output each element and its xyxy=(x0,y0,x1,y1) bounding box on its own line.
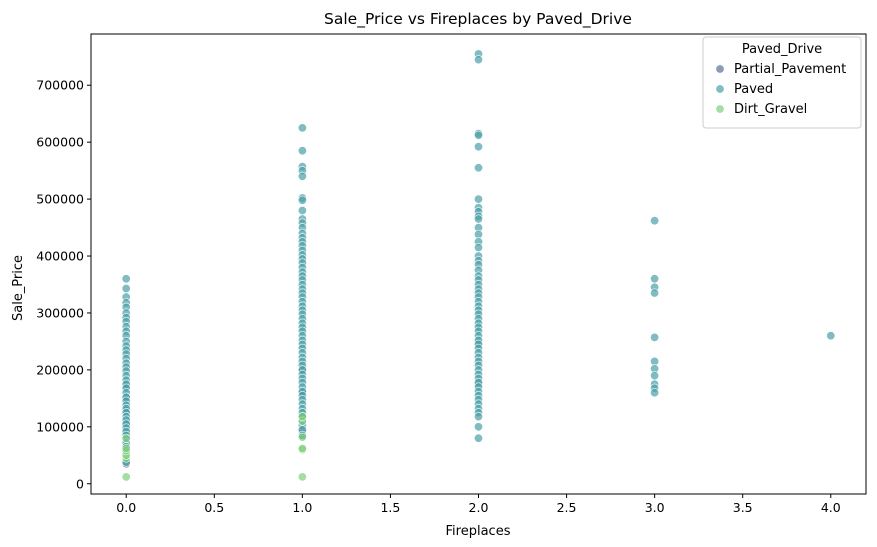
x-axis: 0.0 0.5 1.0 1.5 2.0 2.5 3.0 3.5 4.0 xyxy=(116,494,841,515)
legend-marker-0 xyxy=(715,64,725,74)
point-paved-152 xyxy=(473,422,483,432)
point-paved-103 xyxy=(473,142,483,152)
point-dirt-gravel-8 xyxy=(297,443,307,453)
x-tick-label-3: 1.5 xyxy=(380,500,400,515)
point-dirt-gravel-5 xyxy=(121,433,131,443)
point-paved-164 xyxy=(650,388,660,398)
scatter-marks xyxy=(121,49,836,482)
legend: Paved_Drive Partial_Pavement Paved Dirt_Gr… xyxy=(702,36,862,129)
point-paved-155 xyxy=(650,274,660,284)
y-tick-label-0: 0 xyxy=(76,476,84,491)
x-tick-label-6: 3.0 xyxy=(645,500,665,515)
y-tick-label-2: 200000 xyxy=(36,362,84,377)
legend-title: Paved_Drive xyxy=(742,42,822,57)
point-paved-153 xyxy=(473,433,483,443)
point-paved-40 xyxy=(297,123,307,133)
point-paved-47 xyxy=(297,206,307,216)
point-paved-44 xyxy=(297,171,307,181)
y-tick-label-1: 100000 xyxy=(36,419,84,434)
x-tick-label-1: 0.5 xyxy=(204,500,224,515)
x-tick-label-2: 1.0 xyxy=(292,500,312,515)
point-paved-161 xyxy=(650,371,660,381)
legend-label-2: Dirt_Gravel xyxy=(734,102,807,117)
point-paved-102 xyxy=(473,130,483,140)
y-tick-label-7: 700000 xyxy=(36,78,84,93)
legend-marker-1 xyxy=(715,84,725,94)
point-paved-109 xyxy=(473,214,483,224)
point-dirt-gravel-9 xyxy=(297,432,307,442)
point-paved-157 xyxy=(650,288,660,298)
legend-label-0: Partial_Pavement xyxy=(734,62,846,77)
y-tick-label-4: 400000 xyxy=(36,249,84,264)
chart-title: Sale_Price vs Fireplaces by Paved_Drive xyxy=(324,10,632,29)
x-tick-label-4: 2.0 xyxy=(469,500,489,515)
point-dirt-gravel-0 xyxy=(121,472,131,482)
point-paved-154 xyxy=(650,216,660,226)
y-axis-label: Sale_Price xyxy=(11,255,26,321)
legend-marker-2 xyxy=(715,104,725,114)
x-tick-label-0: 0.0 xyxy=(116,500,136,515)
point-dirt-gravel-4 xyxy=(121,443,131,453)
x-axis-label: Fireplaces xyxy=(446,524,511,539)
y-tick-label-3: 300000 xyxy=(36,305,84,320)
point-paved-0 xyxy=(121,274,131,284)
point-paved-113 xyxy=(473,243,483,253)
point-paved-100 xyxy=(473,55,483,65)
point-paved-105 xyxy=(473,194,483,204)
x-tick-label-8: 4.0 xyxy=(821,500,841,515)
legend-entries: Partial_Pavement Paved Dirt_Gravel xyxy=(715,62,846,117)
y-tick-label-5: 500000 xyxy=(36,192,84,207)
point-paved-151 xyxy=(473,412,483,422)
x-tick-label-7: 3.5 xyxy=(733,500,753,515)
point-dirt-gravel-6 xyxy=(297,472,307,482)
point-dirt-gravel-11 xyxy=(297,412,307,422)
point-paved-46 xyxy=(297,195,307,205)
point-paved-1 xyxy=(121,283,131,293)
point-paved-158 xyxy=(650,332,660,342)
point-paved-165 xyxy=(826,331,836,341)
point-paved-104 xyxy=(473,163,483,173)
point-paved-41 xyxy=(297,146,307,156)
y-tick-label-6: 600000 xyxy=(36,135,84,150)
legend-box xyxy=(702,36,862,129)
y-axis: 0 100000 200000 300000 400000 500000 600000 700… xyxy=(36,78,91,491)
x-tick-label-5: 2.5 xyxy=(557,500,577,515)
legend-label-1: Paved xyxy=(734,82,773,97)
